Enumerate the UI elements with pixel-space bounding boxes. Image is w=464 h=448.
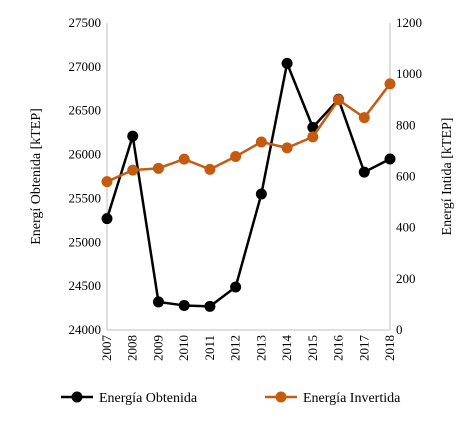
data-point	[255, 188, 267, 200]
x-tick-label: 2017	[356, 335, 371, 362]
y-left-tick-label: 25500	[69, 190, 102, 205]
y-left-tick-label: 26000	[69, 147, 102, 162]
y-left-tick-label: 24500	[69, 278, 102, 293]
data-point	[230, 151, 242, 163]
data-point	[101, 213, 113, 225]
data-point	[307, 131, 319, 143]
y-right-tick-label: 600	[396, 169, 416, 184]
y-left-tick-label: 27000	[69, 59, 102, 74]
x-tick-label: 2018	[382, 335, 397, 361]
data-point	[384, 78, 396, 90]
data-point	[255, 136, 267, 148]
y-axis-right-label: Energí Intida [kTEP]	[440, 118, 455, 236]
legend-swatch-marker	[71, 391, 83, 403]
series-layer	[101, 57, 396, 312]
data-point	[333, 94, 345, 106]
x-tick-label: 2007	[99, 335, 114, 362]
data-point	[281, 142, 293, 154]
right-axis-ticks: 0 200 400 600 800 1000 1200	[396, 15, 422, 337]
series-line	[105, 62, 391, 308]
y-right-tick-label: 800	[396, 117, 416, 132]
y-left-tick-label: 24000	[69, 322, 102, 337]
legend-label: Energía Invertida	[303, 391, 401, 406]
plot-frame	[106, 23, 391, 331]
legend-item-invertida: Energía Invertida	[265, 391, 401, 406]
y-right-tick-label: 1000	[396, 66, 422, 81]
data-point	[127, 130, 139, 142]
y-right-tick-label: 1200	[396, 15, 422, 30]
data-point	[204, 163, 216, 175]
legend: Energía Obtenida Energía Invertida	[61, 391, 401, 406]
series-obtenida	[101, 57, 396, 312]
data-point	[178, 153, 190, 165]
legend-item-obtenida: Energía Obtenida	[61, 391, 198, 406]
y-axis-left-label: Energí Obtenida [kTEP]	[29, 108, 44, 245]
data-point	[307, 121, 319, 133]
data-point	[230, 281, 242, 293]
left-axis-ticks: 24000 24500 25000 25500 26000 26500 27000 27500	[69, 15, 102, 337]
x-tick-label: 2010	[176, 335, 191, 361]
x-tick-label: 2011	[202, 335, 217, 361]
y-left-tick-label: 26500	[69, 103, 102, 118]
data-point	[178, 299, 190, 311]
y-right-tick-label: 200	[396, 271, 416, 286]
data-point	[358, 112, 370, 124]
data-point	[127, 164, 139, 176]
series-line	[106, 83, 391, 183]
series-invertida	[101, 78, 396, 188]
y-right-tick-label: 0	[396, 322, 403, 337]
data-point	[101, 176, 113, 188]
x-tick-label: 2009	[150, 335, 165, 361]
data-point	[281, 57, 293, 69]
data-point	[152, 162, 164, 174]
y-left-tick-label: 27500	[69, 15, 102, 30]
x-tick-label: 2015	[305, 335, 320, 361]
x-tick-label: 2012	[228, 335, 243, 361]
x-tick-label: 2008	[125, 335, 140, 361]
y-right-tick-label: 400	[396, 220, 416, 235]
data-point	[384, 153, 396, 165]
legend-label: Energía Obtenida	[99, 391, 198, 406]
legend-swatch-marker	[275, 391, 287, 403]
data-point	[204, 300, 216, 312]
data-point	[152, 296, 164, 308]
data-point	[358, 166, 370, 178]
x-tick-label: 2013	[253, 335, 268, 361]
x-axis-ticks: 2007 2008 2009 2010 2011 2012 2013 2014 2015 2016…	[99, 335, 397, 362]
x-tick-label: 2014	[279, 335, 294, 362]
x-tick-label: 2016	[331, 335, 346, 362]
y-left-tick-label: 25000	[69, 234, 102, 249]
